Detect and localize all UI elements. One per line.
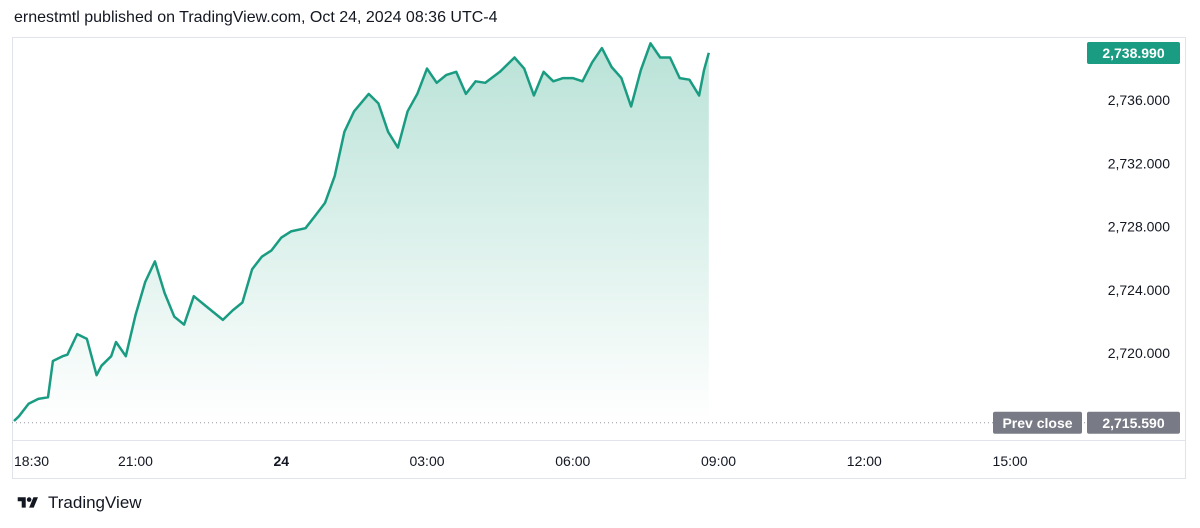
publish-info: ernestmtl published on TradingView.com, … bbox=[14, 9, 498, 26]
prev-close-badge: Prev close 2,715.590 bbox=[993, 411, 1180, 434]
footer-brand: TradingView bbox=[48, 493, 142, 512]
last-price-badge-bg bbox=[1087, 41, 1180, 64]
prev-close-value-bg bbox=[1087, 411, 1180, 434]
footer: TradingView bbox=[14, 493, 142, 513]
time-tick-label: 18:30 bbox=[14, 453, 49, 469]
price-tick-label: 2,728.000 bbox=[1108, 219, 1170, 235]
price-axis: 2,736.000 2,732.000 2,728.000 2,724.000 2,72… bbox=[1108, 92, 1170, 424]
price-tick-label: 2,720.000 bbox=[1108, 345, 1170, 361]
price-tick-label: 2,736.000 bbox=[1108, 92, 1170, 108]
time-tick-label: 03:00 bbox=[409, 453, 444, 469]
prev-close-value: 2,715.590 bbox=[1102, 415, 1164, 431]
last-price-badge: 2,738.990 bbox=[1087, 41, 1180, 64]
price-tick-label: 2,724.000 bbox=[1108, 282, 1170, 298]
time-tick-label: 15:00 bbox=[993, 453, 1028, 469]
time-axis: 18:30 21:00 24 03:00 06:00 09:00 12:00 15:00 bbox=[14, 453, 1028, 469]
time-tick-label: 24 bbox=[273, 453, 289, 469]
prev-close-title-bg bbox=[993, 411, 1082, 434]
time-tick-label: 21:00 bbox=[118, 453, 153, 469]
time-tick-label: 06:00 bbox=[555, 453, 590, 469]
last-price-label: 2,738.990 bbox=[1102, 45, 1164, 61]
price-line bbox=[13, 42, 711, 422]
prev-close-title: Prev close bbox=[1002, 415, 1072, 431]
time-tick-label: 09:00 bbox=[701, 453, 736, 469]
price-area-fill bbox=[14, 43, 709, 422]
price-tick-label: 2,732.000 bbox=[1108, 155, 1170, 171]
tradingview-logo-icon bbox=[17, 497, 38, 508]
time-tick-label: 12:00 bbox=[847, 453, 882, 469]
